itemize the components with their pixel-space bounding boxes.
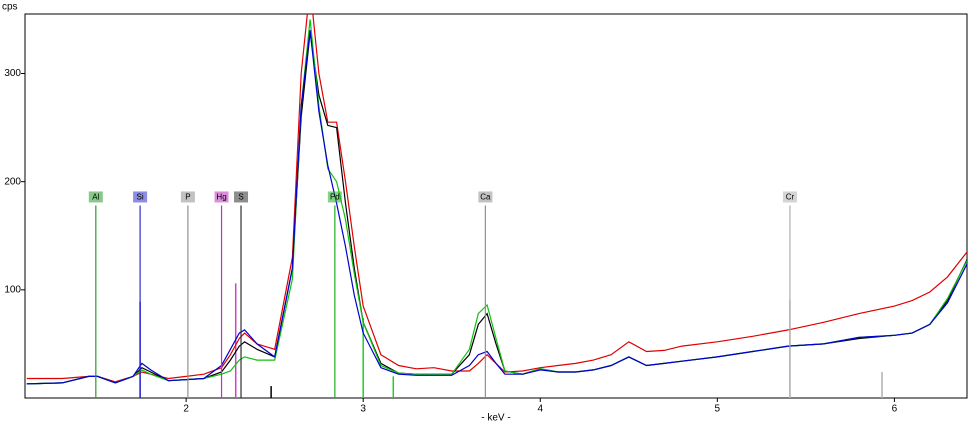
element-label-box xyxy=(327,191,342,203)
plot-frame xyxy=(24,13,968,399)
element-label: Hg xyxy=(216,193,226,202)
x-axis-label: - keV - xyxy=(481,413,510,424)
element-label: P xyxy=(185,193,190,202)
element-label-box xyxy=(214,191,229,203)
element-label: Ca xyxy=(480,193,491,202)
element-label-box xyxy=(782,191,797,203)
element-label-box xyxy=(133,191,148,203)
element-label-box xyxy=(88,191,103,203)
x-tick-label: 6 xyxy=(892,404,898,415)
spectrum-line xyxy=(26,14,967,383)
x-tick-label: 5 xyxy=(715,404,721,415)
x-tick-label: 2 xyxy=(183,404,189,415)
element-label: S xyxy=(238,193,243,202)
element-label: Al xyxy=(92,193,99,202)
element-label: Si xyxy=(137,193,144,202)
y-tick-label: 100 xyxy=(4,284,21,295)
y-tick-label: 300 xyxy=(4,68,21,79)
element-label-box xyxy=(234,191,249,203)
element-label-box xyxy=(478,191,493,203)
element-label-box xyxy=(180,191,195,203)
x-tick-label: 3 xyxy=(360,404,366,415)
element-label: Cr xyxy=(786,193,795,202)
y-axis-label: cps xyxy=(2,2,18,13)
spectrum-line xyxy=(26,30,967,385)
element-label: Pd xyxy=(330,193,340,202)
x-tick-label: 4 xyxy=(537,404,543,415)
y-tick-label: 200 xyxy=(4,176,21,187)
